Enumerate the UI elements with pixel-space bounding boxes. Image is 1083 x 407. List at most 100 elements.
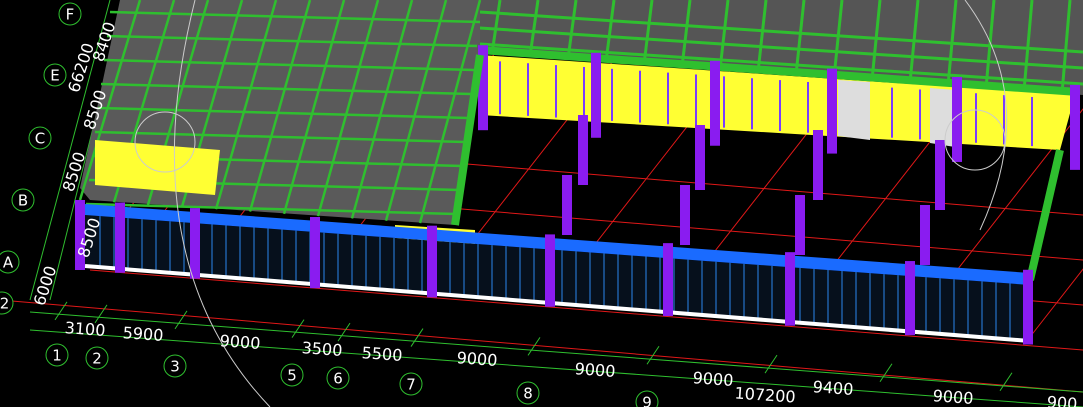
axis-bubble [28, 126, 52, 150]
column [478, 45, 488, 131]
dimension-tick [879, 363, 893, 383]
roof-grid [384, 0, 448, 222]
column [591, 52, 601, 138]
dimension-line [29, 0, 111, 301]
roof-grid [78, 0, 142, 201]
dimension-tick [174, 310, 188, 330]
axis-label: C [35, 130, 45, 148]
column [578, 115, 588, 185]
column [680, 185, 690, 245]
dimension-tick [337, 322, 351, 342]
roof-grid [756, 0, 768, 73]
axis-bubble [326, 366, 350, 390]
opening [838, 80, 870, 140]
roof-grid [680, 0, 692, 67]
axis-label: 1 [52, 347, 62, 365]
roof-grid [832, 0, 844, 78]
dimension-tick [646, 345, 660, 365]
dimension-tick [54, 301, 68, 321]
section-marker [944, 109, 1006, 171]
axis-label: 8 [523, 385, 533, 403]
beam [451, 54, 484, 226]
axis-label: 9 [642, 394, 652, 407]
roof-grid [479, 42, 1083, 86]
column [952, 76, 962, 162]
axis-label: A [3, 254, 14, 272]
column [310, 217, 320, 289]
dimension-tick [527, 337, 541, 356]
column [905, 261, 915, 336]
roof-grid [418, 0, 482, 224]
dimension-label: 3500 [301, 338, 343, 360]
column [427, 225, 437, 298]
axis-bubble [11, 188, 35, 212]
dimension-label: 9000 [692, 368, 734, 390]
column [795, 195, 805, 255]
axis-label: 6 [333, 370, 343, 388]
axis-bubble [0, 250, 20, 274]
axis-bubble [43, 63, 67, 87]
dimension-label: 9000 [456, 348, 498, 370]
roof-grid [214, 0, 278, 210]
floor-grid-line [1027, 268, 1083, 340]
column [663, 243, 673, 317]
section-marker [134, 111, 196, 173]
roof-grid [282, 0, 346, 215]
axis-bubble [280, 363, 304, 387]
axis-bubble [399, 372, 423, 396]
floor-edge [84, 264, 1031, 343]
dimension-label: 107200 [734, 383, 796, 406]
floor-grid-line [89, 269, 1083, 351]
dimension-label: 9400 [812, 377, 854, 399]
axis-bubble [0, 291, 14, 315]
roof-grid [1022, 0, 1034, 91]
dimension-label: 5500 [361, 343, 403, 365]
axis-label: E [50, 67, 59, 85]
column [827, 68, 837, 154]
axis-label: 7 [406, 376, 416, 394]
roof-grid [106, 34, 478, 48]
dimension-label: 3100 [64, 318, 106, 340]
opening [930, 88, 955, 147]
column [695, 125, 705, 190]
column [115, 202, 125, 273]
column [785, 252, 795, 326]
roof-grid [100, 82, 472, 96]
axis-label: /2 [0, 295, 9, 313]
roof-grid [984, 0, 996, 89]
dimension-tick [410, 328, 424, 347]
axis-bubble [58, 2, 82, 26]
dimension-label: 5900 [122, 323, 164, 345]
roof-grid [718, 0, 730, 70]
roof-grid [350, 0, 414, 219]
dimension-label: 9000 [932, 386, 974, 407]
roof-grid [97, 106, 469, 120]
roof-grid [109, 10, 481, 24]
axis-label: 3 [170, 358, 180, 376]
column [1023, 269, 1033, 345]
roof-grid [870, 0, 882, 81]
dimension-label: 9000 [574, 359, 616, 381]
column [813, 130, 823, 200]
column [710, 60, 720, 146]
roof-grid [103, 58, 475, 72]
roof-grid [94, 130, 466, 144]
roof-grid [479, 10, 1083, 54]
dimension-label: 900 [1046, 392, 1078, 407]
section-arc [173, 0, 271, 407]
roof-grid [85, 202, 457, 216]
roof-grid [642, 0, 654, 65]
floor-grid-line [0, 299, 1083, 393]
axis-bubble [45, 343, 69, 367]
roof-grid [794, 0, 806, 75]
axis-label: 5 [287, 367, 297, 385]
column [1070, 84, 1080, 170]
section-arc [964, 0, 1008, 231]
roof-grid [248, 0, 312, 212]
dimension-tick [999, 372, 1013, 392]
column [920, 205, 930, 265]
axis-bubble [85, 346, 109, 370]
wall [95, 140, 220, 195]
axis-bubble [635, 390, 659, 407]
